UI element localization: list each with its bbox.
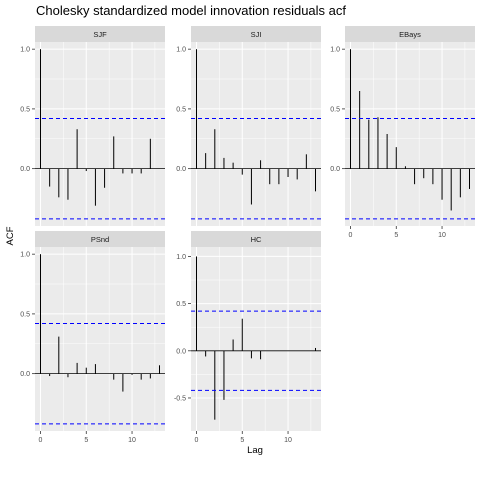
y-tick-label: 1.0: [176, 254, 186, 261]
strip-label-ebays: EBays: [399, 30, 421, 39]
strip-hc: [191, 231, 321, 247]
x-tick-label: 5: [84, 437, 88, 444]
y-axis-title: ACF: [5, 226, 16, 245]
panel-background: [191, 42, 321, 226]
x-tick-label: 10: [438, 232, 446, 239]
facet-panel-hc: HC -0.5 0.0 0.5 1.0 0 5 10: [174, 231, 321, 444]
panel-background: [35, 247, 165, 431]
y-tick-label: 0.0: [176, 166, 186, 173]
panel-background: [345, 42, 475, 226]
y-tick-label: 0.0: [20, 166, 30, 173]
strip-sji: [191, 26, 321, 42]
facet-panel-sjf: SJF 0.0 0.5 1.0: [20, 26, 165, 226]
strip-sjf: [35, 26, 165, 42]
x-axis-title: Lag: [247, 445, 263, 456]
x-tick-label: 5: [394, 232, 398, 239]
y-tick-label: 1.0: [330, 47, 340, 54]
facet-panel-psnd: PSnd 0.0 0.5 1.0 0 5 10: [20, 231, 165, 444]
facet-panel-sji: SJI 0.0 0.5 1.0: [176, 26, 321, 226]
chart-title: Cholesky standardized model innovation r…: [36, 3, 346, 18]
x-tick-label: 10: [128, 437, 136, 444]
y-tick-label: 0.5: [330, 106, 340, 113]
x-tick-label: 5: [240, 437, 244, 444]
y-tick-label: 0.0: [20, 371, 30, 378]
strip-label-sjf: SJF: [93, 30, 107, 39]
facet-panels: SJF 0.0 0.5 1.0 SJI 0.0 0.5 1.0 EBays 0.0 0.5 1.0 0 5…: [20, 26, 475, 444]
facet-panel-ebays: EBays 0.0 0.5 1.0 0 5 10: [330, 26, 475, 239]
y-tick-label: 0.5: [20, 106, 30, 113]
x-tick-label: 0: [39, 437, 43, 444]
panel-background: [191, 247, 321, 431]
x-tick-label: 0: [349, 232, 353, 239]
strip-label-psnd: PSnd: [91, 235, 109, 244]
y-tick-label: 0.0: [330, 166, 340, 173]
strip-label-sji: SJI: [251, 30, 262, 39]
y-tick-label: 0.0: [176, 348, 186, 355]
x-tick-label: 0: [195, 437, 199, 444]
y-tick-label: 1.0: [20, 47, 30, 54]
strip-label-hc: HC: [251, 235, 262, 244]
y-tick-label: 1.0: [176, 47, 186, 54]
strip-ebays: [345, 26, 475, 42]
y-tick-label: 1.0: [20, 252, 30, 259]
y-tick-label: 0.5: [20, 311, 30, 318]
strip-psnd: [35, 231, 165, 247]
x-tick-label: 10: [284, 437, 292, 444]
panel-background: [35, 42, 165, 226]
y-tick-label: 0.5: [176, 106, 186, 113]
y-tick-label: 0.5: [176, 301, 186, 308]
y-tick-label: -0.5: [174, 395, 186, 402]
